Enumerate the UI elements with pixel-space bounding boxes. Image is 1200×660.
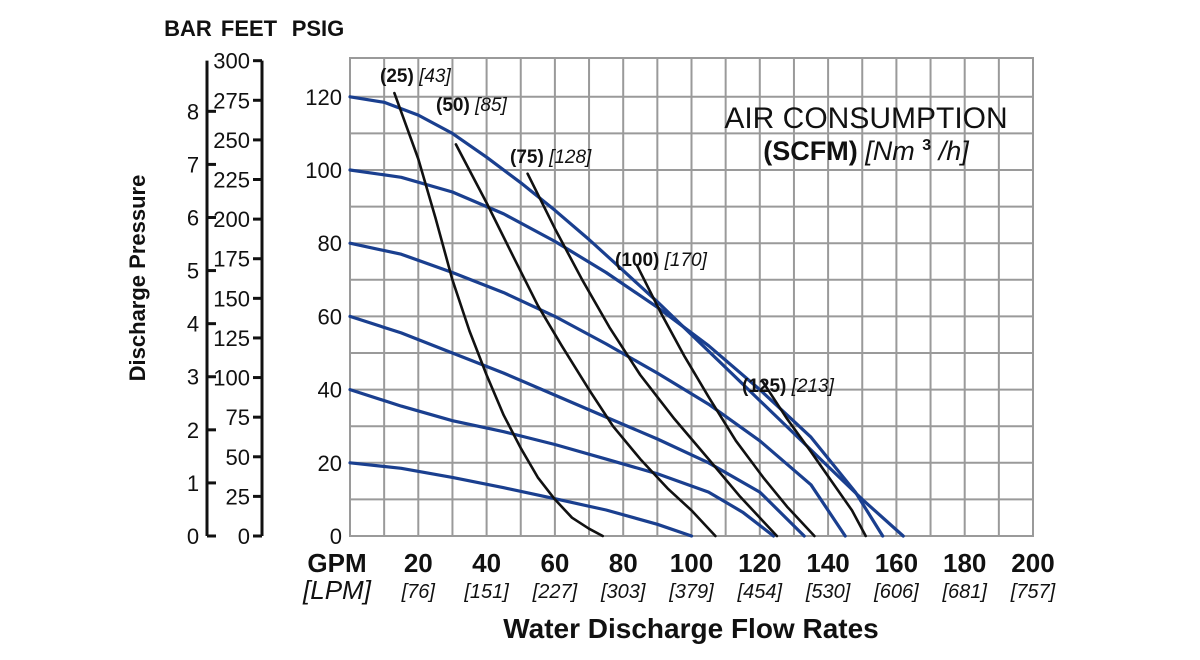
x-tick-label-gpm: 80	[609, 548, 638, 578]
bar-tick-label: 8	[187, 99, 199, 124]
x-tick-label-lpm: [606]	[873, 581, 919, 603]
air-curve-label-nm3h: [43]	[418, 66, 451, 87]
feet-tick-label: 175	[213, 247, 250, 272]
feet-tick-label: 200	[213, 207, 250, 232]
bar-tick-label: 6	[187, 205, 199, 230]
bar-tick-label: 4	[187, 312, 199, 337]
feet-tick-label: 250	[213, 128, 250, 153]
feet-tick-label: 300	[213, 49, 250, 74]
x-tick-label-lpm: [757]	[1010, 581, 1056, 603]
x-tick-label-gpm: 180	[943, 548, 986, 578]
psig-tick-label: 80	[318, 231, 342, 256]
x-tick-label-gpm: 160	[875, 548, 918, 578]
feet-tick-label: 275	[213, 88, 250, 113]
feet-axis-header: FEET	[221, 16, 278, 41]
pressure-curve	[348, 168, 885, 538]
air-consumption-curve	[526, 172, 779, 538]
air-curve-label-nm3h: [85]	[474, 95, 507, 116]
pressure-curve	[348, 461, 694, 538]
psig-tick-label: 120	[305, 85, 342, 110]
x-tick-label-gpm: 40	[472, 548, 501, 578]
x-tick-label-gpm: 100	[670, 548, 713, 578]
x-tick-label-gpm: 60	[540, 548, 569, 578]
subtitle-nm-suffix: /h]	[937, 136, 971, 166]
air-curve-label: (50) [85]	[436, 95, 507, 116]
x-unit-label-gpm: GPM	[307, 548, 366, 578]
air-curve-label-scfm: (125)	[742, 376, 792, 397]
bar-tick-label: 0	[187, 524, 199, 549]
air-consumption-curve	[761, 381, 867, 538]
air-curve-label: (25) [43]	[380, 66, 451, 87]
bar-tick-label: 2	[187, 418, 199, 443]
x-tick-label-lpm: [454]	[737, 581, 783, 603]
bar-axis-header: BAR	[164, 16, 212, 41]
x-axis-label: Water Discharge Flow Rates	[503, 613, 879, 644]
air-curve-label: (75) [128]	[510, 147, 592, 168]
psig-tick-label: 0	[330, 524, 342, 549]
feet-tick-label: 75	[226, 405, 250, 430]
feet-tick-label: 225	[213, 168, 250, 193]
air-consumption-curve	[454, 143, 717, 538]
x-tick-label-lpm: [303]	[600, 581, 646, 603]
bar-tick-label: 5	[187, 259, 199, 284]
feet-tick-label: 125	[213, 326, 250, 351]
chart-title: AIR CONSUMPTION	[724, 102, 1007, 135]
pressure-curve	[348, 241, 847, 538]
air-curve-label-scfm: (100)	[615, 250, 665, 271]
chart-labels: BAR FEET PSIG Discharge Pressure AIR CON…	[125, 16, 1008, 644]
psig-tick-label: 20	[318, 451, 342, 476]
x-tick-label-lpm: [227]	[532, 581, 578, 603]
psig-tick-label: 100	[305, 158, 342, 183]
x-tick-label-lpm: [151]	[463, 581, 509, 603]
x-unit-label-lpm: [LPM]	[302, 575, 372, 605]
air-curve-label-nm3h: [128]	[548, 147, 592, 168]
x-tick-label-lpm: [530]	[805, 581, 851, 603]
air-curve-label-nm3h: [170]	[664, 250, 708, 271]
x-tick-label-lpm: [681]	[941, 581, 987, 603]
feet-tick-label: 100	[213, 366, 250, 391]
psig-axis-header: PSIG	[292, 16, 345, 41]
air-consumption-curve	[635, 263, 816, 538]
air-curve-label-scfm: (75)	[510, 147, 549, 168]
bar-tick-label: 3	[187, 365, 199, 390]
subtitle-scfm: (SCFM)	[763, 136, 857, 166]
air-curve-label-nm3h: [213]	[791, 376, 835, 397]
x-tick-label-gpm: 20	[404, 548, 433, 578]
feet-tick-label: 0	[238, 524, 250, 549]
psig-tick-label: 40	[318, 378, 342, 403]
air-curve-label-scfm: (25)	[380, 66, 419, 87]
y-axis-label: Discharge Pressure	[125, 175, 150, 382]
air-curve-label: (125) [213]	[742, 376, 835, 397]
pressure-curve	[348, 388, 776, 538]
air-curve-label: (100) [170]	[615, 250, 708, 271]
bar-tick-label: 7	[187, 152, 199, 177]
x-tick-label-gpm: 120	[738, 548, 781, 578]
subtitle-superscript: 3	[922, 137, 931, 154]
x-tick-label-lpm: [76]	[401, 581, 436, 603]
air-consumption-curves	[393, 91, 867, 538]
feet-tick-label: 150	[213, 286, 250, 311]
x-tick-label-gpm: 140	[806, 548, 849, 578]
chart-subtitle: (SCFM) [Nm 3 /h]	[763, 126, 970, 166]
subtitle-nm-prefix: [Nm	[864, 136, 915, 166]
pressure-curve	[348, 314, 806, 538]
air-curve-label-scfm: (50)	[436, 95, 475, 116]
feet-tick-label: 50	[226, 445, 250, 470]
psig-tick-label: 60	[318, 304, 342, 329]
chart-axes: 0204060801001200255075100125150175200225…	[187, 49, 1056, 603]
bar-tick-label: 1	[187, 471, 199, 496]
x-tick-label-lpm: [379]	[668, 581, 714, 603]
x-tick-label-gpm: 200	[1011, 548, 1054, 578]
feet-tick-label: 25	[226, 484, 250, 509]
air-consumption-curve	[393, 91, 604, 538]
